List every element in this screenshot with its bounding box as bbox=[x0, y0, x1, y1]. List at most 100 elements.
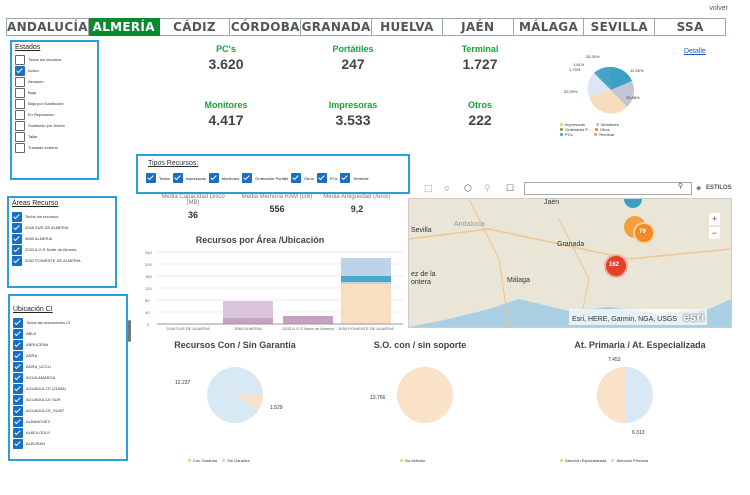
checkbox[interactable] bbox=[15, 98, 25, 109]
tipo-label: PCs bbox=[329, 175, 338, 181]
checkbox[interactable] bbox=[12, 233, 22, 244]
zoom-out-button[interactable]: − bbox=[709, 227, 720, 239]
select-rect-icon[interactable]: ⬚ bbox=[424, 183, 433, 193]
tipo-item[interactable]: Terminal bbox=[340, 173, 368, 183]
tab-malaga[interactable]: MÁLAGA bbox=[513, 18, 585, 36]
search-icon[interactable]: ⚲ bbox=[678, 183, 684, 190]
tipo-item[interactable]: PCs bbox=[316, 173, 338, 183]
checkbox[interactable] bbox=[12, 255, 22, 266]
volver-link[interactable]: volver bbox=[709, 5, 728, 12]
checkbox[interactable] bbox=[146, 173, 156, 183]
ubicacion-item[interactable]: ABRUCENA bbox=[13, 339, 126, 350]
checkbox[interactable] bbox=[290, 173, 301, 183]
estado-item[interactable]: Sustituido por Averia bbox=[15, 120, 97, 131]
checkbox[interactable] bbox=[13, 339, 23, 350]
ubicacion-item[interactable]: AGUADULCE SUR bbox=[13, 394, 126, 405]
checkbox[interactable] bbox=[340, 173, 351, 183]
tipo-item[interactable]: Monitores bbox=[208, 173, 239, 183]
checkbox[interactable] bbox=[13, 350, 23, 361]
tab-granada[interactable]: GRANADA bbox=[301, 18, 372, 36]
ubicacion-filter: Ubicación CI Todos las ubicaciones CI ABL… bbox=[8, 294, 128, 461]
checkbox[interactable] bbox=[15, 120, 25, 131]
map-label-sevilla: Sevilla bbox=[411, 227, 432, 234]
estado-item[interactable]: Baja bbox=[15, 87, 97, 98]
ubicacion-item[interactable]: Todos las ubicaciones CI bbox=[13, 317, 126, 328]
ubicacion-item[interactable]: AGUADULCE_SUAP bbox=[13, 405, 126, 416]
area-item[interactable]: 3065 ALMERIA bbox=[12, 233, 115, 244]
tab-almeria[interactable]: ALMERÍA bbox=[88, 18, 160, 36]
detalle-link[interactable]: Detalle bbox=[684, 48, 706, 55]
checkbox[interactable] bbox=[13, 438, 23, 449]
checkbox[interactable] bbox=[13, 405, 23, 416]
estado-item[interactable]: En Reparacion bbox=[15, 109, 97, 120]
area-item[interactable]: 3050 PONIENTE DE ALMERIA bbox=[12, 255, 115, 266]
checkbox[interactable] bbox=[242, 173, 253, 183]
area-item[interactable]: 2048 SUR DE ALMERIA bbox=[12, 222, 115, 233]
ubicacion-scrollbar[interactable] bbox=[128, 320, 131, 342]
ubicacion-item[interactable]: ALBANCHEZ bbox=[13, 416, 126, 427]
estado-item[interactable]: Almacen bbox=[15, 76, 97, 87]
checkbox[interactable] bbox=[15, 54, 25, 65]
tipo-item[interactable]: Todos bbox=[146, 173, 170, 183]
ubicacion-item[interactable]: AGUA AMARGA bbox=[13, 372, 126, 383]
checkbox[interactable] bbox=[13, 361, 23, 372]
cluster-162-label[interactable]: 162 bbox=[609, 262, 620, 268]
checkbox[interactable] bbox=[15, 87, 25, 98]
pie-label-2: 1,81% bbox=[573, 62, 585, 67]
area-item[interactable]: Todos los recursos bbox=[12, 211, 115, 222]
ubicacion-item[interactable]: ADRA_UCCU bbox=[13, 361, 126, 372]
checkbox[interactable] bbox=[13, 317, 23, 328]
estado-item[interactable]: Baja por Sustitución bbox=[15, 98, 97, 109]
tab-jaen[interactable]: JAÉN bbox=[442, 18, 514, 36]
pie-label-1: 26,30% bbox=[586, 54, 600, 59]
tipo-item[interactable]: Otros bbox=[290, 173, 314, 183]
checkbox[interactable] bbox=[13, 416, 23, 427]
map-view[interactable]: Sevilla Andalucia Granada Málaga Jaén ez… bbox=[408, 198, 732, 328]
map-search-input[interactable] bbox=[524, 182, 692, 195]
tab-sevilla[interactable]: SEVILLA bbox=[584, 18, 656, 36]
tipo-item[interactable]: Ordenador Portátil bbox=[242, 173, 288, 183]
checkbox[interactable] bbox=[12, 244, 22, 255]
zoom-in-button[interactable]: + bbox=[709, 213, 720, 225]
checkbox[interactable] bbox=[15, 142, 25, 153]
select-polygon-icon[interactable]: ⬡ bbox=[464, 183, 472, 193]
estilos-dropdown[interactable]: ESTILOS bbox=[706, 185, 732, 191]
estado-item[interactable]: Todos los recursos bbox=[15, 54, 97, 65]
tab-cadiz[interactable]: CÁDIZ bbox=[159, 18, 231, 36]
checkbox[interactable] bbox=[13, 372, 23, 383]
xtick-2: 2033 A.G.S Norte de Almeria bbox=[282, 326, 334, 331]
estado-item[interactable]: Activo bbox=[15, 65, 97, 76]
select-circle-icon[interactable]: ○ bbox=[444, 183, 450, 193]
checkbox[interactable] bbox=[172, 173, 183, 183]
checkbox[interactable] bbox=[13, 427, 23, 438]
ubicacion-item[interactable]: ABLA bbox=[13, 328, 126, 339]
tab-ssa[interactable]: SSA bbox=[655, 18, 726, 36]
checkbox[interactable] bbox=[15, 109, 25, 120]
cluster-79-label[interactable]: 79 bbox=[639, 229, 646, 235]
estado-item[interactable]: Traslado externo bbox=[15, 142, 97, 153]
checkbox[interactable] bbox=[316, 173, 327, 183]
ubicacion-item[interactable]: ALBOLODUY bbox=[13, 427, 126, 438]
checkbox[interactable] bbox=[13, 394, 23, 405]
tipo-item[interactable]: Impresoras bbox=[172, 173, 206, 183]
ubicacion-item[interactable]: AGUADULCE (21556) bbox=[13, 383, 126, 394]
ubicacion-item[interactable]: ALBORAN bbox=[13, 438, 126, 449]
checkbox[interactable] bbox=[15, 76, 25, 87]
estado-item[interactable]: Taller bbox=[15, 131, 97, 142]
comment-icon[interactable]: ☐ bbox=[506, 183, 515, 193]
checkbox[interactable] bbox=[13, 383, 23, 394]
checkbox[interactable] bbox=[12, 222, 22, 233]
tab-huelva[interactable]: HUELVA bbox=[372, 18, 443, 36]
ubicacion-item[interactable]: ADRA bbox=[13, 350, 126, 361]
select-lasso-icon[interactable]: ⚲ bbox=[484, 183, 491, 193]
checkbox[interactable] bbox=[15, 65, 25, 76]
area-item[interactable]: 2033 A.G.S Norte de Almeria bbox=[12, 244, 115, 255]
checkbox[interactable] bbox=[12, 211, 22, 222]
area-label: Todos los recursos bbox=[25, 214, 59, 219]
checkbox[interactable] bbox=[208, 173, 219, 183]
checkbox[interactable] bbox=[15, 131, 25, 142]
checkbox[interactable] bbox=[13, 328, 23, 339]
tab-andalucia[interactable]: ANDALUCÍA bbox=[6, 18, 89, 36]
tab-cordoba[interactable]: CÓRDOBA bbox=[230, 18, 302, 36]
layers-icon[interactable]: ◈ bbox=[696, 185, 702, 192]
